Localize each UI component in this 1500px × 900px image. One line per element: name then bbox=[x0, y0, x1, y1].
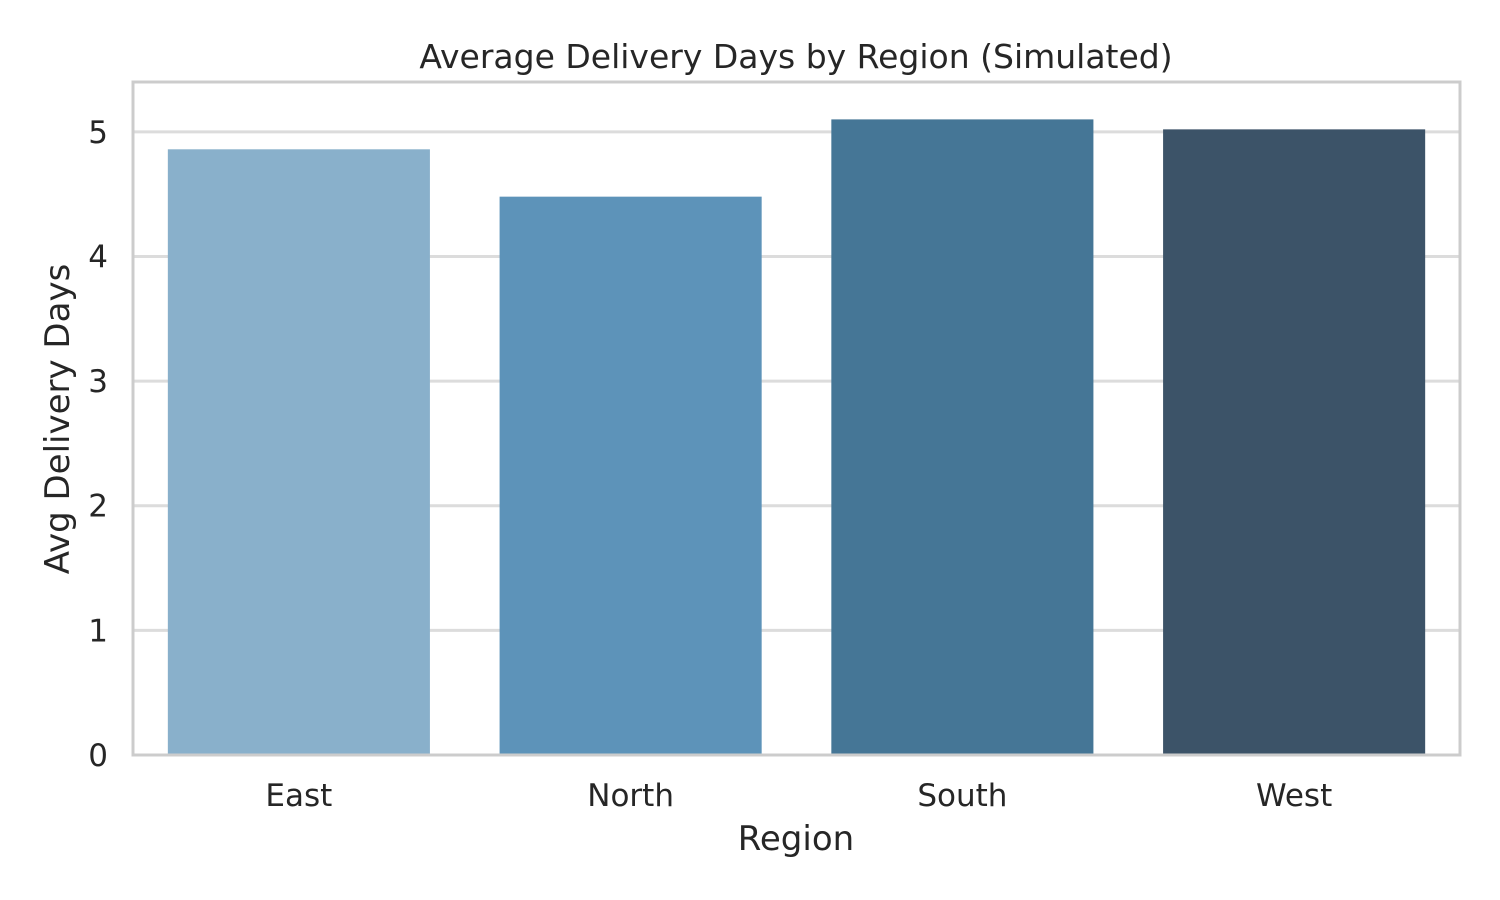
plot-frame bbox=[131, 80, 1462, 757]
bar-north bbox=[499, 196, 762, 756]
bar-west bbox=[1163, 129, 1426, 755]
x-axis-ticks: East North South West bbox=[265, 778, 1332, 814]
y-tick-label: 2 bbox=[88, 489, 108, 525]
x-axis-label: Region bbox=[738, 819, 854, 859]
bar-south bbox=[831, 119, 1094, 755]
y-tick-label: 0 bbox=[88, 738, 108, 774]
y-axis-label: Avg Delivery Days bbox=[38, 264, 78, 575]
y-axis-ticks: 0 1 2 3 4 5 bbox=[88, 115, 108, 774]
y-tick-label: 1 bbox=[88, 613, 108, 649]
chart-title: Average Delivery Days by Region (Simulat… bbox=[419, 37, 1172, 76]
y-tick-label: 3 bbox=[88, 364, 108, 400]
x-tick-label: West bbox=[1256, 778, 1332, 814]
x-tick-label: East bbox=[265, 778, 332, 814]
x-tick-label: South bbox=[917, 778, 1007, 814]
bar-east bbox=[167, 149, 430, 756]
y-tick-label: 5 bbox=[88, 115, 108, 151]
x-tick-label: North bbox=[587, 778, 674, 814]
bars bbox=[167, 119, 1426, 756]
y-tick-label: 4 bbox=[88, 239, 108, 275]
